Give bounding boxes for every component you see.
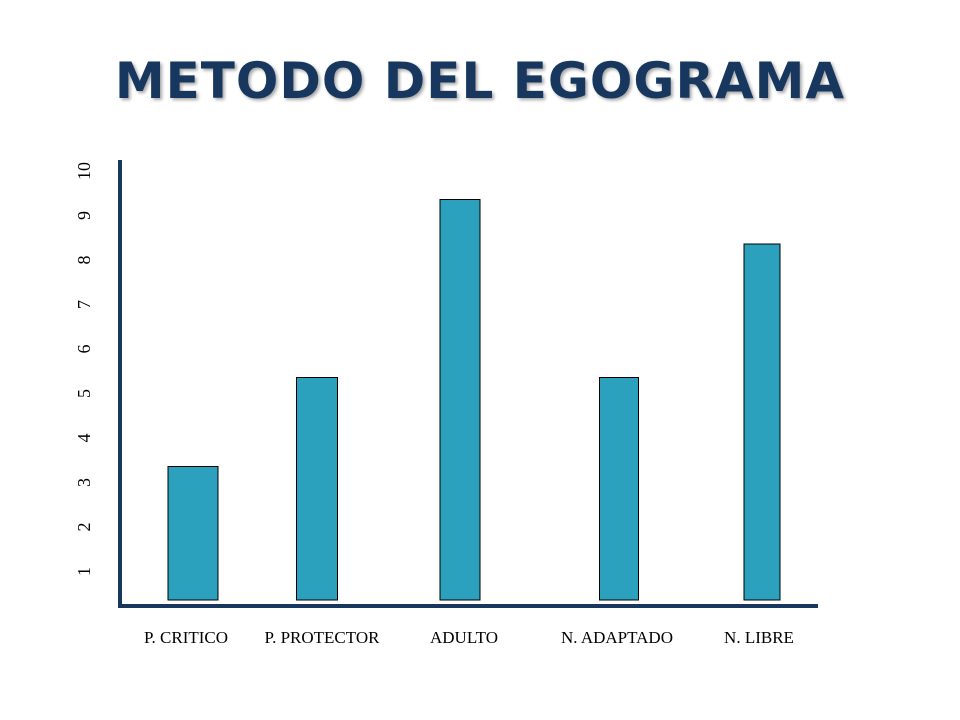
- y-tick-label: 5: [74, 389, 94, 398]
- category-label: P. CRITICO: [144, 628, 228, 647]
- category-label: P. PROTECTOR: [265, 628, 381, 647]
- y-tick-label: 7: [74, 300, 94, 309]
- bars-layer: [167, 199, 781, 601]
- y-tick-label: 4: [74, 434, 94, 443]
- category-label: N. LIBRE: [724, 628, 794, 647]
- y-tick-label: 3: [74, 478, 94, 487]
- category-labels: P. CRITICO P. PROTECTOR ADULTO N. ADAPTADO N…: [144, 628, 794, 647]
- category-label: ADULTO: [430, 628, 498, 647]
- bar-adulto: [439, 199, 481, 601]
- bar-n-libre: [743, 243, 781, 601]
- y-tick-label: 8: [74, 256, 94, 265]
- y-tick-label: 10: [74, 162, 94, 180]
- y-tick-label: 9: [74, 211, 94, 220]
- y-tick-label: 2: [74, 523, 94, 532]
- bar-p-protector: [296, 377, 338, 601]
- category-label: N. ADAPTADO: [561, 628, 673, 647]
- bar-n-adaptado: [599, 377, 639, 601]
- y-tick-labels: 1 2 3 4 5 6 7 8 9 10: [74, 162, 94, 576]
- y-tick-label: 1: [74, 567, 94, 576]
- bar-p-critico: [167, 466, 219, 601]
- y-tick-label: 6: [74, 345, 94, 354]
- chart-title: METODO DEL EGOGRAMA: [114, 52, 846, 110]
